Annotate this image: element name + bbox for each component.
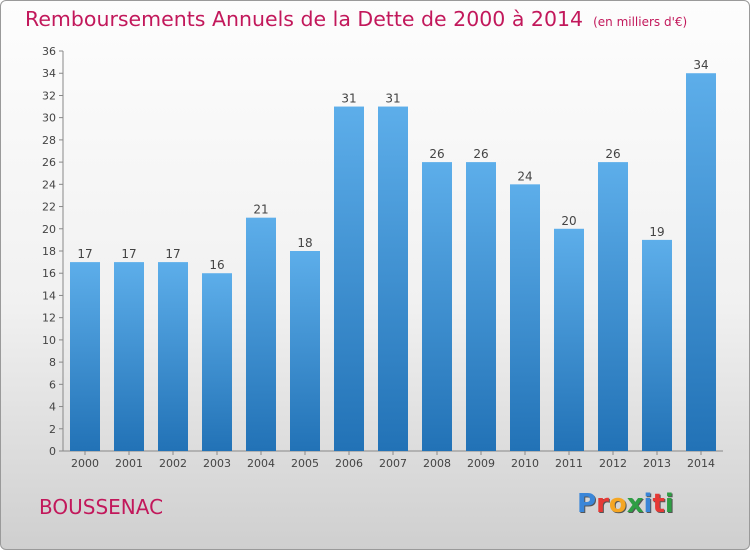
- chart-title-text: Remboursements Annuels de la Dette de 20…: [25, 7, 584, 31]
- y-tick-label: 6: [49, 378, 56, 391]
- bar: [510, 184, 540, 452]
- x-tick-label: 2014: [687, 457, 715, 470]
- x-tick-label: 2011: [555, 457, 583, 470]
- x-tick-label: 2003: [203, 457, 231, 470]
- bar: [554, 228, 584, 451]
- bar: [642, 239, 672, 451]
- x-tick-label: 2012: [599, 457, 627, 470]
- y-tick-label: 26: [42, 156, 56, 169]
- brand-letter: t: [652, 489, 665, 519]
- bar: [290, 251, 320, 451]
- brand-letter: i: [643, 489, 653, 519]
- brand-letter: i: [664, 489, 674, 519]
- y-tick-label: 34: [42, 67, 56, 80]
- x-tick-label: 2005: [291, 457, 319, 470]
- chart-title: Remboursements Annuels de la Dette de 20…: [25, 7, 687, 31]
- bar-value-label: 24: [517, 169, 532, 183]
- bar-value-label: 26: [473, 147, 488, 161]
- proxiti-logo: Proxiti: [577, 489, 674, 519]
- x-tick-label: 2008: [423, 457, 451, 470]
- y-tick-label: 24: [42, 178, 56, 191]
- x-tick-label: 2000: [71, 457, 99, 470]
- bar-value-label: 16: [209, 258, 224, 272]
- bar-value-label: 17: [77, 247, 92, 261]
- bar-value-label: 19: [649, 225, 664, 239]
- bar: [598, 162, 628, 451]
- x-tick-label: 2009: [467, 457, 495, 470]
- bar-value-label: 18: [297, 236, 312, 250]
- bar: [466, 162, 496, 451]
- bar-value-label: 17: [165, 247, 180, 261]
- y-tick-label: 0: [49, 445, 56, 458]
- bar: [686, 73, 716, 451]
- chart-unit: (en milliers d'€): [593, 15, 688, 29]
- x-tick-label: 2007: [379, 457, 407, 470]
- x-tick-label: 2001: [115, 457, 143, 470]
- y-tick-label: 32: [42, 89, 56, 102]
- bars: [70, 73, 716, 452]
- x-tick-label: 2010: [511, 457, 539, 470]
- bar-value-label: 26: [429, 147, 444, 161]
- bar-value-label: 31: [341, 92, 356, 106]
- bar-value-label: 34: [693, 58, 708, 72]
- brand-letter: x: [626, 489, 644, 519]
- bar-labels: 17 17 17 16 21 18 31 31 26 26 24 20 26 19 34: [77, 58, 708, 272]
- x-tick-label: 2002: [159, 457, 187, 470]
- y-tick-label: 14: [42, 289, 56, 302]
- bar: [334, 106, 364, 452]
- bar-value-label: 21: [253, 203, 268, 217]
- x-tick-label: 2013: [643, 457, 671, 470]
- bar: [70, 262, 100, 451]
- x-tick-label: 2006: [335, 457, 363, 470]
- brand-letter: o: [608, 489, 627, 519]
- y-tick-label: 4: [49, 401, 56, 414]
- y-tick-label: 8: [49, 356, 56, 369]
- y-tick-label: 10: [42, 334, 56, 347]
- y-tick-label: 28: [42, 134, 56, 147]
- x-tick-label: 2004: [247, 457, 275, 470]
- y-tick-label: 20: [42, 223, 56, 236]
- y-tick-label: 16: [42, 267, 56, 280]
- commune-name: BOUSSENAC: [39, 495, 164, 519]
- bar: [246, 217, 276, 451]
- y-tick-label: 2: [49, 423, 56, 436]
- brand-letter: r: [596, 489, 609, 519]
- x-axis: 2000 2001 2002 2003 2004 2005 2006 2007 2008 2009…: [63, 450, 723, 470]
- bar-value-label: 17: [121, 247, 136, 261]
- y-tick-label: 36: [42, 45, 56, 58]
- bar-value-label: 26: [605, 147, 620, 161]
- y-tick-label: 22: [42, 201, 56, 214]
- brand-letter: P: [577, 489, 597, 519]
- y-tick-label: 12: [42, 312, 56, 325]
- bar: [422, 162, 452, 451]
- bar: [114, 262, 144, 451]
- bar: [202, 273, 232, 451]
- y-tick-label: 30: [42, 112, 56, 125]
- bar-value-label: 31: [385, 92, 400, 106]
- bar: [158, 262, 188, 451]
- y-tick-label: 18: [42, 245, 56, 258]
- bar-value-label: 20: [561, 214, 576, 228]
- bar: [378, 106, 408, 452]
